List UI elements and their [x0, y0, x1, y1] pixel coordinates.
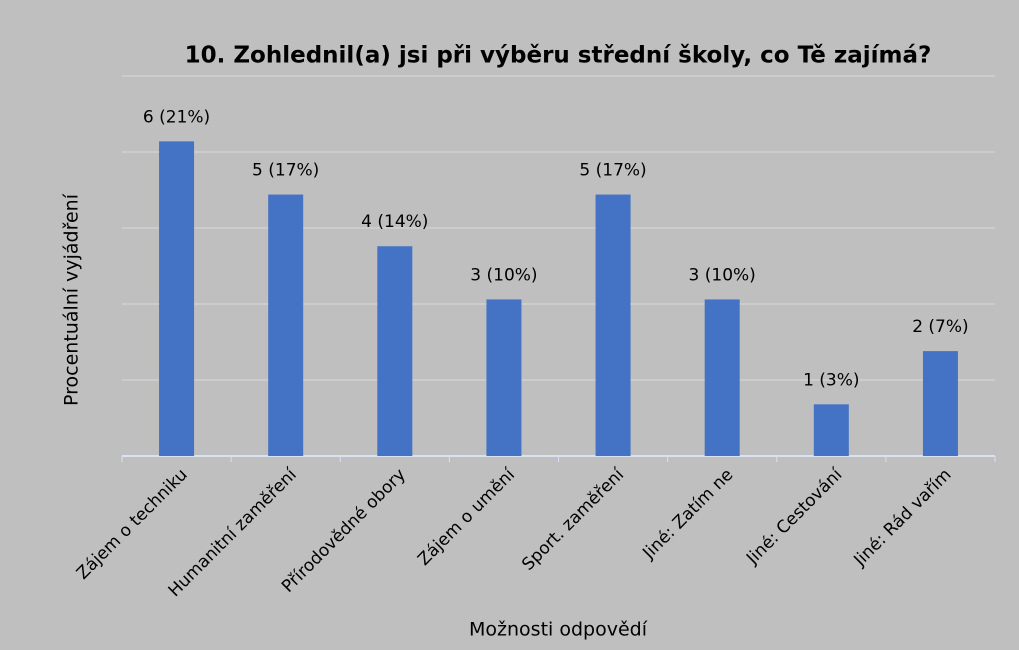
x-axis-label: Možnosti odpovědí: [469, 619, 648, 641]
data-label: 3 (10%): [689, 265, 756, 285]
bar: [486, 299, 522, 456]
chart-title: 10. Zohlednil(a) jsi při výběru střední …: [185, 43, 932, 69]
bar: [377, 246, 413, 456]
x-tick-label: Zájem o umění: [414, 464, 520, 570]
data-label: 1 (3%): [803, 370, 859, 390]
bar: [159, 141, 195, 457]
data-label: 4 (14%): [361, 212, 428, 232]
bar: [268, 194, 304, 456]
x-tick-label: Sport. zaměření: [518, 464, 629, 575]
x-tick-label: Zájem o techniku: [73, 465, 192, 584]
y-axis-label: Procentuální vyjádření: [61, 193, 83, 406]
data-label: 3 (10%): [470, 265, 537, 285]
data-label: 5 (17%): [252, 161, 319, 181]
data-label: 6 (21%): [143, 107, 210, 127]
x-tick-label: Jiné: Zatím ne: [638, 465, 737, 564]
bar: [813, 404, 849, 456]
x-tick-label: Jiné: Cestování: [742, 464, 847, 569]
data-label: 5 (17%): [579, 161, 646, 181]
data-label: 2 (7%): [912, 317, 968, 337]
bar: [595, 194, 631, 456]
x-tick-label: Jiné: Rád vařím: [850, 465, 956, 571]
x-tick-label: Přírodovědné obory: [278, 465, 410, 597]
bar: [922, 351, 958, 456]
bar: [704, 299, 740, 456]
